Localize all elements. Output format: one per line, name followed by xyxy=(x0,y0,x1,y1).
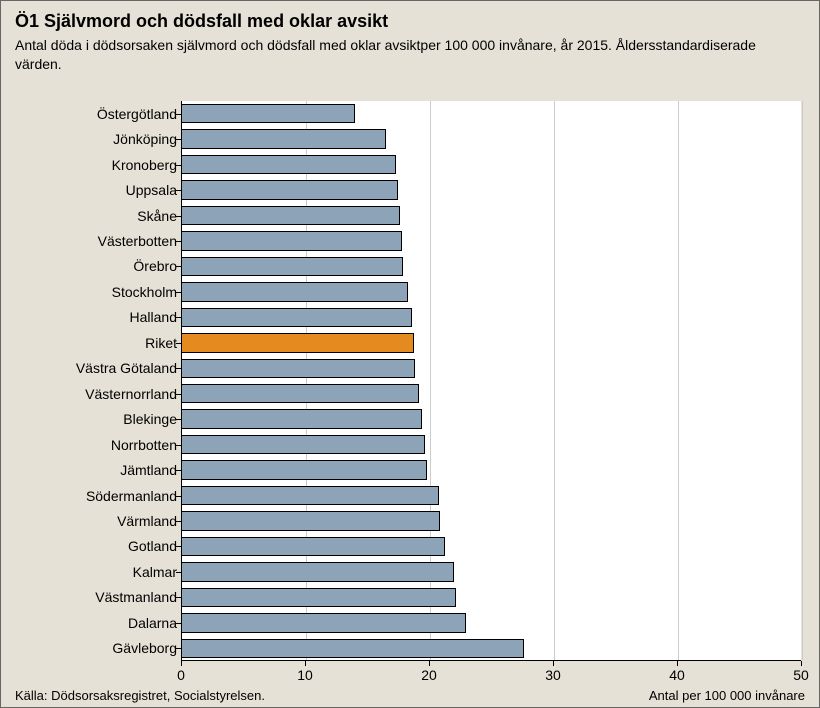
bar xyxy=(181,384,419,403)
bar xyxy=(181,639,524,658)
bar-row: Västmanland xyxy=(181,585,801,610)
bar-row: Kalmar xyxy=(181,559,801,584)
bar-row: Södermanland xyxy=(181,483,801,508)
chart-container: Ö1 Självmord och dödsfall med oklar avsi… xyxy=(0,0,820,708)
bar-row: Västernorrland xyxy=(181,381,801,406)
bar-row: Värmland xyxy=(181,508,801,533)
bar xyxy=(181,511,440,530)
x-tick-label: 0 xyxy=(177,667,185,683)
category-label: Kalmar xyxy=(7,559,177,584)
category-label: Kronoberg xyxy=(7,152,177,177)
x-tick xyxy=(429,661,430,666)
category-label: Värmland xyxy=(7,508,177,533)
category-label: Örebro xyxy=(7,254,177,279)
category-label: Västra Götaland xyxy=(7,356,177,381)
category-label: Dalarna xyxy=(7,610,177,635)
bar-row: Gävleborg xyxy=(181,636,801,661)
x-tick-label: 10 xyxy=(297,667,313,683)
category-label: Halland xyxy=(7,305,177,330)
category-label: Gävleborg xyxy=(7,636,177,661)
category-label: Västmanland xyxy=(7,585,177,610)
bar-row: Blekinge xyxy=(181,406,801,431)
chart-subtitle: Antal döda i dödsorsaken självmord och d… xyxy=(1,34,819,82)
category-label: Blekinge xyxy=(7,406,177,431)
bar xyxy=(181,308,412,327)
bar xyxy=(181,613,466,632)
x-axis-title: Antal per 100 000 invånare xyxy=(649,688,805,703)
x-tick-label: 40 xyxy=(669,667,685,683)
bar xyxy=(181,588,456,607)
category-label: Södermanland xyxy=(7,483,177,508)
bar-row: Jämtland xyxy=(181,457,801,482)
bar-row: Norrbotten xyxy=(181,432,801,457)
x-tick xyxy=(553,661,554,666)
bar-row: Dalarna xyxy=(181,610,801,635)
bar-row: Uppsala xyxy=(181,177,801,202)
bar xyxy=(181,562,454,581)
bar-row: Kronoberg xyxy=(181,152,801,177)
bar xyxy=(181,231,402,250)
bar-row: Skåne xyxy=(181,203,801,228)
bar xyxy=(181,257,403,276)
category-label: Stockholm xyxy=(7,279,177,304)
x-tick-label: 20 xyxy=(421,667,437,683)
bar xyxy=(181,282,408,301)
bar xyxy=(181,359,415,378)
category-label: Uppsala xyxy=(7,177,177,202)
bar xyxy=(181,155,396,174)
bars-layer: ÖstergötlandJönköpingKronobergUppsalaSkå… xyxy=(181,101,801,661)
bar-row: Halland xyxy=(181,305,801,330)
category-label: Västerbotten xyxy=(7,228,177,253)
bar-row: Gotland xyxy=(181,534,801,559)
bar-row: Västra Götaland xyxy=(181,356,801,381)
bar-row: Västerbotten xyxy=(181,228,801,253)
source-text: Källa: Dödsorsaksregistret, Socialstyrel… xyxy=(15,688,265,703)
category-label: Jämtland xyxy=(7,457,177,482)
bar xyxy=(181,129,386,148)
category-label: Riket xyxy=(7,330,177,355)
bar xyxy=(181,180,398,199)
bar xyxy=(181,460,427,479)
x-tick xyxy=(801,661,802,666)
bar-row: Stockholm xyxy=(181,279,801,304)
bar xyxy=(181,409,422,428)
bar-row: Örebro xyxy=(181,254,801,279)
x-tick xyxy=(677,661,678,666)
bar-highlight xyxy=(181,333,414,352)
bar-row: Östergötland xyxy=(181,101,801,126)
category-label: Jönköping xyxy=(7,126,177,151)
category-label: Västernorrland xyxy=(7,381,177,406)
bar xyxy=(181,537,445,556)
category-label: Norrbotten xyxy=(7,432,177,457)
bar xyxy=(181,104,355,123)
bar xyxy=(181,486,439,505)
category-label: Gotland xyxy=(7,534,177,559)
bar-row: Jönköping xyxy=(181,126,801,151)
bar xyxy=(181,435,425,454)
bar-row: Riket xyxy=(181,330,801,355)
chart-title: Ö1 Självmord och dödsfall med oklar avsi… xyxy=(1,1,819,34)
bar xyxy=(181,206,400,225)
gridline xyxy=(802,101,803,660)
x-axis: 01020304050 xyxy=(181,661,801,691)
x-tick-label: 30 xyxy=(545,667,561,683)
category-label: Skåne xyxy=(7,203,177,228)
category-label: Östergötland xyxy=(7,101,177,126)
x-tick-label: 50 xyxy=(793,667,809,683)
x-tick xyxy=(181,661,182,666)
x-tick xyxy=(305,661,306,666)
